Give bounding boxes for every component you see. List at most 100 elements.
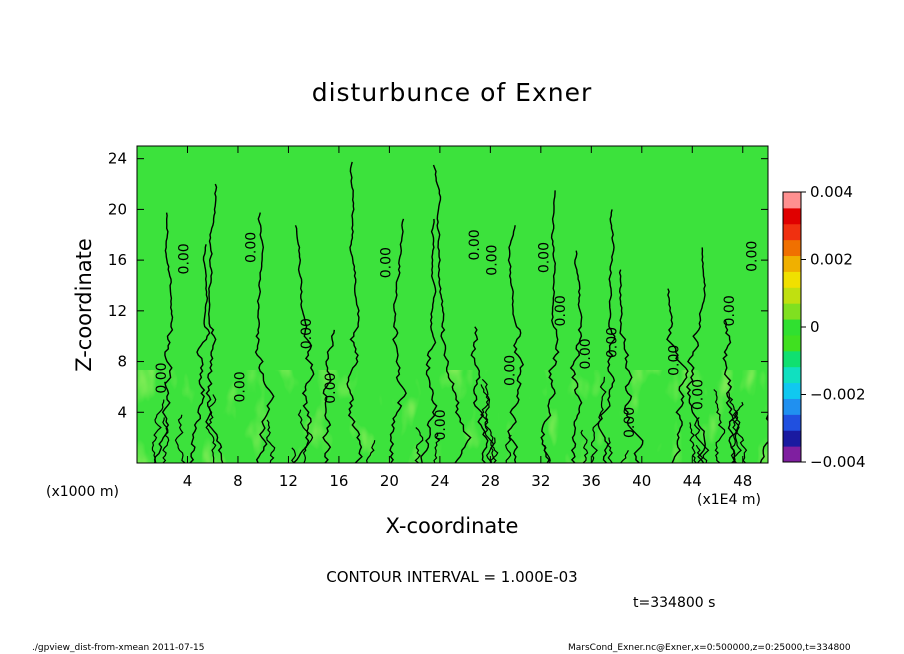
colorbar-tick-label: −0.004 — [810, 453, 866, 471]
contour-label: 0.00 — [578, 338, 594, 369]
contour-line-short — [505, 434, 512, 463]
colorbar-swatch — [783, 319, 801, 336]
contour-line-short — [590, 376, 607, 463]
chart-title: disturbunce of Exner — [311, 78, 593, 107]
contour-line-short — [486, 437, 496, 463]
x-axis-ticks: 4 8 12 16 20 24 28 32 36 40 44 48 — [183, 146, 752, 490]
contour-label: 0.00 — [177, 243, 193, 274]
y-tick-label: 8 — [117, 353, 127, 371]
colorbar-swatch — [783, 223, 801, 241]
contour-label: 0.00 — [690, 379, 706, 410]
contour-label: 0.00 — [244, 232, 260, 263]
colorbar: 0.004 0.002 0 −0.002 −0.004 — [782, 183, 866, 471]
y-tick-label: 16 — [108, 251, 127, 269]
contour-line-short — [365, 440, 376, 463]
footer-right: MarsCond_Exner.nc@Exner,x=0:500000,z=0:2… — [568, 643, 851, 653]
contour-label: 0.00 — [467, 229, 483, 260]
contour-line — [205, 183, 224, 463]
contour-line — [759, 413, 768, 463]
x-tick-label: 36 — [582, 472, 601, 490]
y-tick-label: 4 — [117, 403, 127, 421]
contour-line-short — [580, 429, 589, 463]
x-tick-label: 24 — [430, 472, 449, 490]
colorbar-swatch — [783, 446, 801, 463]
x-tick-label: 28 — [481, 472, 500, 490]
x-scale-note: (x1E4 m) — [697, 492, 761, 508]
colorbar-swatch — [783, 192, 801, 209]
x-tick-label: 40 — [632, 472, 651, 490]
contour-line — [346, 161, 363, 463]
x-unit-note: (x1000 m) — [46, 484, 119, 500]
contour-label: 0.00 — [379, 247, 395, 278]
contour-interval-note: CONTOUR INTERVAL = 1.000E-03 — [326, 568, 578, 586]
colorbar-swatch — [783, 414, 801, 431]
x-tick-label: 12 — [279, 472, 298, 490]
colorbar-swatch — [783, 398, 801, 415]
contour-line — [389, 218, 407, 463]
y-tick-label: 24 — [108, 150, 127, 168]
contour-line-short — [606, 437, 613, 463]
contour-line — [540, 190, 560, 463]
contour-label: 0.00 — [232, 371, 248, 402]
contour-line-short — [414, 427, 424, 463]
x-tick-label: 4 — [183, 472, 193, 490]
contour-label: 0.00 — [502, 355, 518, 386]
contour-line-short — [543, 444, 551, 463]
contour-line-short — [266, 419, 276, 463]
contour-label: 0.00 — [745, 241, 761, 272]
contour-line — [666, 288, 689, 463]
contour-line-short — [297, 409, 314, 463]
contour-label: 0.00 — [722, 295, 738, 326]
plot-frame — [136, 145, 769, 464]
y-axis-ticks: 4 8 12 16 20 24 — [108, 150, 768, 421]
contour-label: 0.00 — [605, 327, 621, 358]
contour-label: 0.00 — [553, 295, 569, 326]
contour-line-short — [731, 412, 742, 463]
contour-label: 0.00 — [154, 362, 170, 393]
contour-line-short — [728, 391, 748, 463]
contour-line — [507, 225, 525, 463]
contour-label: 0.00 — [323, 373, 339, 404]
footer-left: ./gpview_dist-from-xmean 2011-07-15 — [32, 643, 205, 653]
colorbar-swatch — [783, 366, 801, 384]
colorbar-swatch — [783, 255, 801, 272]
contour-line-short — [151, 399, 165, 463]
contour-line-short — [693, 416, 710, 463]
colorbar-swatch — [783, 382, 801, 399]
contour-line — [420, 218, 438, 463]
contour-line — [254, 212, 275, 463]
time-label: t=334800 s — [633, 595, 716, 611]
x-tick-label: 44 — [683, 472, 702, 490]
contour-line — [618, 269, 644, 463]
contour-labels: 0.00 0.00 0.00 0.00 0.00 0.00 0.00 0.00 0.00 0.00… — [154, 229, 761, 440]
colorbar-swatch — [783, 287, 801, 304]
contour-line-short — [730, 401, 744, 463]
contour-line-short — [162, 417, 170, 463]
contour-line — [432, 164, 472, 463]
x-tick-label: 16 — [329, 472, 348, 490]
colorbar-swatch — [783, 207, 801, 225]
contour-line-short — [695, 444, 704, 463]
y-tick-label: 20 — [108, 200, 127, 218]
contour-line-short — [689, 422, 697, 463]
contour-line-short — [205, 394, 217, 463]
contour-line-short — [620, 450, 629, 463]
contour-label: 0.00 — [433, 409, 449, 440]
contour-line — [293, 225, 315, 463]
x-tick-label: 20 — [380, 472, 399, 490]
contour-label: 0.00 — [299, 318, 315, 349]
contour-line — [470, 326, 489, 463]
colorbar-tick-label: −0.002 — [810, 386, 866, 404]
colorbar-swatch — [783, 430, 801, 447]
contour-line-short — [291, 447, 297, 463]
contour-line-short — [433, 432, 441, 463]
x-tick-label: 32 — [531, 472, 550, 490]
contour-line — [722, 320, 736, 463]
contour-line — [189, 244, 211, 463]
contour-label: 0.00 — [536, 242, 552, 273]
y-axis-label: Z-coordinate — [72, 238, 96, 372]
contour-lines — [151, 161, 768, 463]
colorbar-swatch — [783, 350, 801, 368]
colorbar-swatch — [783, 334, 801, 352]
contour-label: 0.00 — [622, 407, 638, 438]
